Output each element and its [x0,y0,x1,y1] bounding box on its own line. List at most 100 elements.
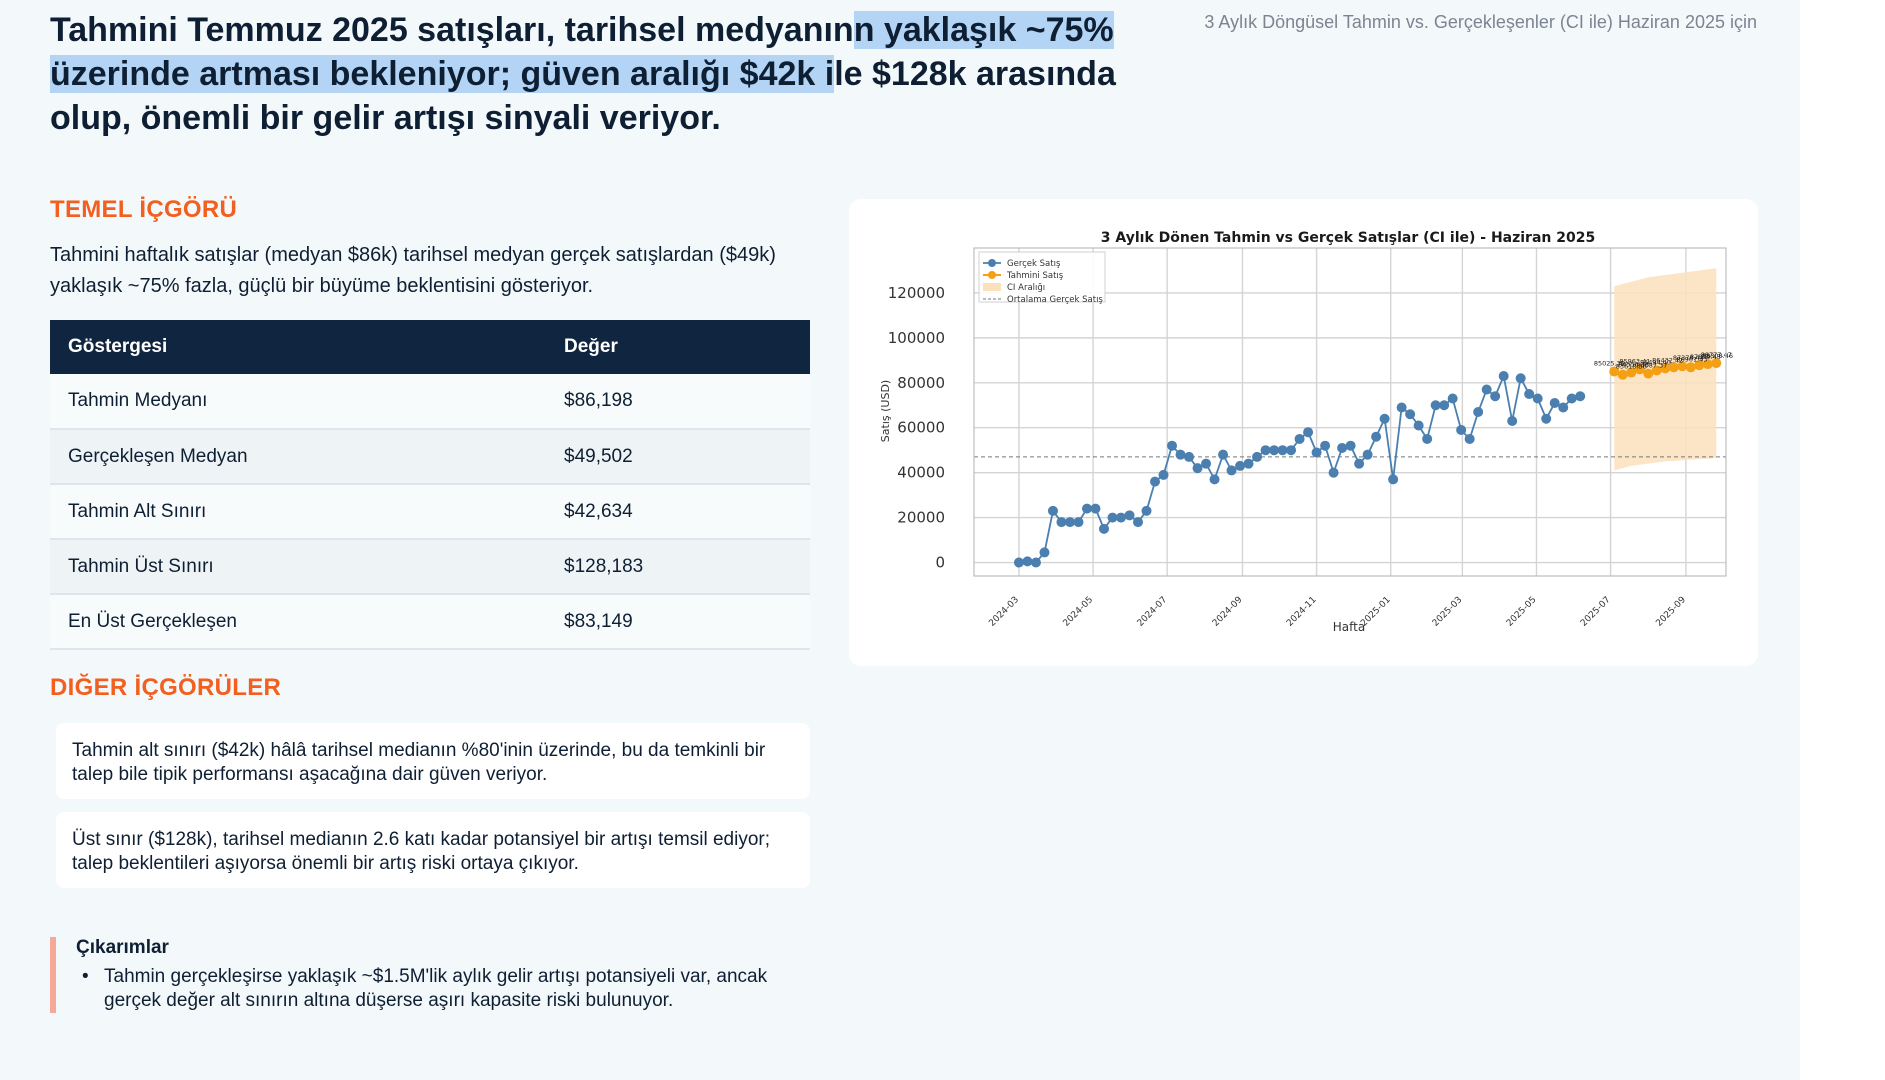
actual-point [1167,440,1178,451]
actual-point [1532,393,1543,404]
forecast-point [1677,361,1688,372]
actual-point [1515,373,1526,384]
legend-box [978,251,1106,303]
actual-point [1388,474,1399,485]
forecast-value-label: 83618.36 [1616,363,1647,371]
table-row: Tahmin Üst Sınırı $128,183 [50,539,810,595]
actual-point [1124,510,1135,521]
forecast-point [1702,359,1713,370]
actual-point [1277,445,1288,456]
takeaways-list: Tahmin gerçekleşirse yaklaşık ~$1.5M'lik… [76,965,810,1013]
table-cell-value: $86,198 [546,374,810,430]
x-tick-label: 2024-03 [987,595,1021,629]
forecast-point [1694,360,1705,371]
actual-point [1311,447,1322,458]
actual-point [1201,458,1212,469]
legend-label: Tahmini Satış [1006,271,1064,281]
actual-point [1175,449,1186,460]
table-cell-value: $42,634 [546,484,810,540]
actual-point [1473,407,1484,417]
chart-title: 3 Aylık Dönen Tahmin vs Gerçek Satışlar … [1101,230,1595,246]
x-tick-label: 2025-07 [1579,595,1613,629]
actual-point [1235,460,1246,471]
forecast-point [1617,369,1628,380]
table-header-metric: Göstergesi [50,320,546,374]
headline-part2: le $128k arasında olup, önemli bir gelir… [50,55,1116,137]
actual-point [1430,400,1441,411]
x-tick-label: 2025-09 [1654,595,1688,629]
headline-part1: Tahmini Temmuz 2025 satışları, tarihsel … [50,11,854,49]
actual-point [1362,449,1373,460]
actual-point [1422,433,1433,444]
x-tick-label: 2025-05 [1505,595,1539,629]
actual-point [1337,442,1348,453]
core-insight-text: Tahmini haftalık satışlar (medyan $86k) … [50,244,776,297]
x-tick-label: 2024-07 [1136,595,1170,629]
y-tick-label: 80000 [897,374,945,392]
actual-point [1303,427,1314,438]
actual-point [1575,391,1586,402]
actual-point [1439,400,1450,411]
forecast-value-label: 88308.46 [1702,352,1733,360]
actual-point [1541,413,1552,424]
actual-point [1243,458,1254,469]
forecast-point [1609,366,1620,377]
actual-line [1018,372,1581,564]
x-tick-label: 2024-11 [1285,595,1319,629]
actual-point [1413,420,1424,431]
actual-point [1158,469,1169,480]
table-row: En Üst Gerçekleşen $83,149 [50,594,810,650]
actual-point [1371,431,1382,442]
forecast-value-label: 87839.45 [1690,353,1721,361]
metrics-table: Göstergesi Değer Tahmin Medyanı $86,198 … [50,320,810,650]
actual-point [1269,445,1280,456]
table-row: Tahmin Alt Sınırı $42,634 [50,484,810,540]
actual-point [1252,451,1263,462]
forecast-point [1711,358,1722,369]
table-header-value: Değer [546,320,810,374]
forecast-value-label: 86432.42 [1652,356,1683,364]
plot-frame [973,247,1727,577]
actual-point [1133,517,1144,528]
actual-point [1039,547,1050,558]
actual-point [1566,393,1577,404]
y-tick-label: 60000 [897,419,945,437]
takeaways-box: Çıkarımlar Tahmin gerçekleşirse yaklaşık… [50,937,810,1013]
actual-point [1481,384,1492,395]
y-tick-label: 0 [935,554,945,572]
insight-card: Tahmin alt sınırı ($42k) hâlâ tarihsel m… [56,723,810,799]
y-tick-label: 100000 [888,329,945,347]
actual-point [1498,371,1509,382]
y-tick-label: 20000 [897,509,945,527]
actual-point [1013,557,1024,568]
actual-point [1098,523,1109,534]
y-tick-label: 40000 [897,464,945,482]
actual-point [1141,505,1152,516]
forecast-point [1685,362,1696,373]
actual-point [1107,512,1118,523]
chart-card: 3 Aylık Dönen Tahmin vs Gerçek Satışlar … [849,199,1758,666]
actual-point [1286,445,1297,456]
x-tick-label: 2025-01 [1359,595,1393,629]
legend-label: CI Aralığı [1007,283,1045,293]
chart-point-labels: 85025.3983618.3684556.3885963.4184087.37… [1594,351,1733,371]
table-cell-metric: En Üst Gerçekleşen [50,594,546,650]
table-row: Tahmin Medyanı $86,198 [50,374,810,430]
forecast-value-label: 88777.47 [1701,351,1732,359]
chart-y-axis-label: Satış (USD) [879,380,892,442]
actual-point [1354,458,1365,469]
core-insight-title: TEMEL İÇGÖRÜ [50,196,238,223]
actual-point [1064,517,1075,528]
actual-point [1328,467,1339,478]
forecast-value-label: 85494.40 [1640,358,1671,366]
takeaway-item: Tahmin gerçekleşirse yaklaşık ~$1.5M'lik… [76,965,810,1013]
table-cell-metric: Tahmin Medyanı [50,374,546,430]
legend-marker-actual [988,259,996,267]
forecast-point [1626,367,1637,378]
table-cell-value: $49,502 [546,429,810,485]
actual-point [1022,556,1033,567]
actual-point [1056,517,1067,528]
x-tick-label: 2024-05 [1062,595,1096,629]
forecast-value-label: 84556.38 [1618,361,1649,369]
actual-point [1549,398,1560,409]
